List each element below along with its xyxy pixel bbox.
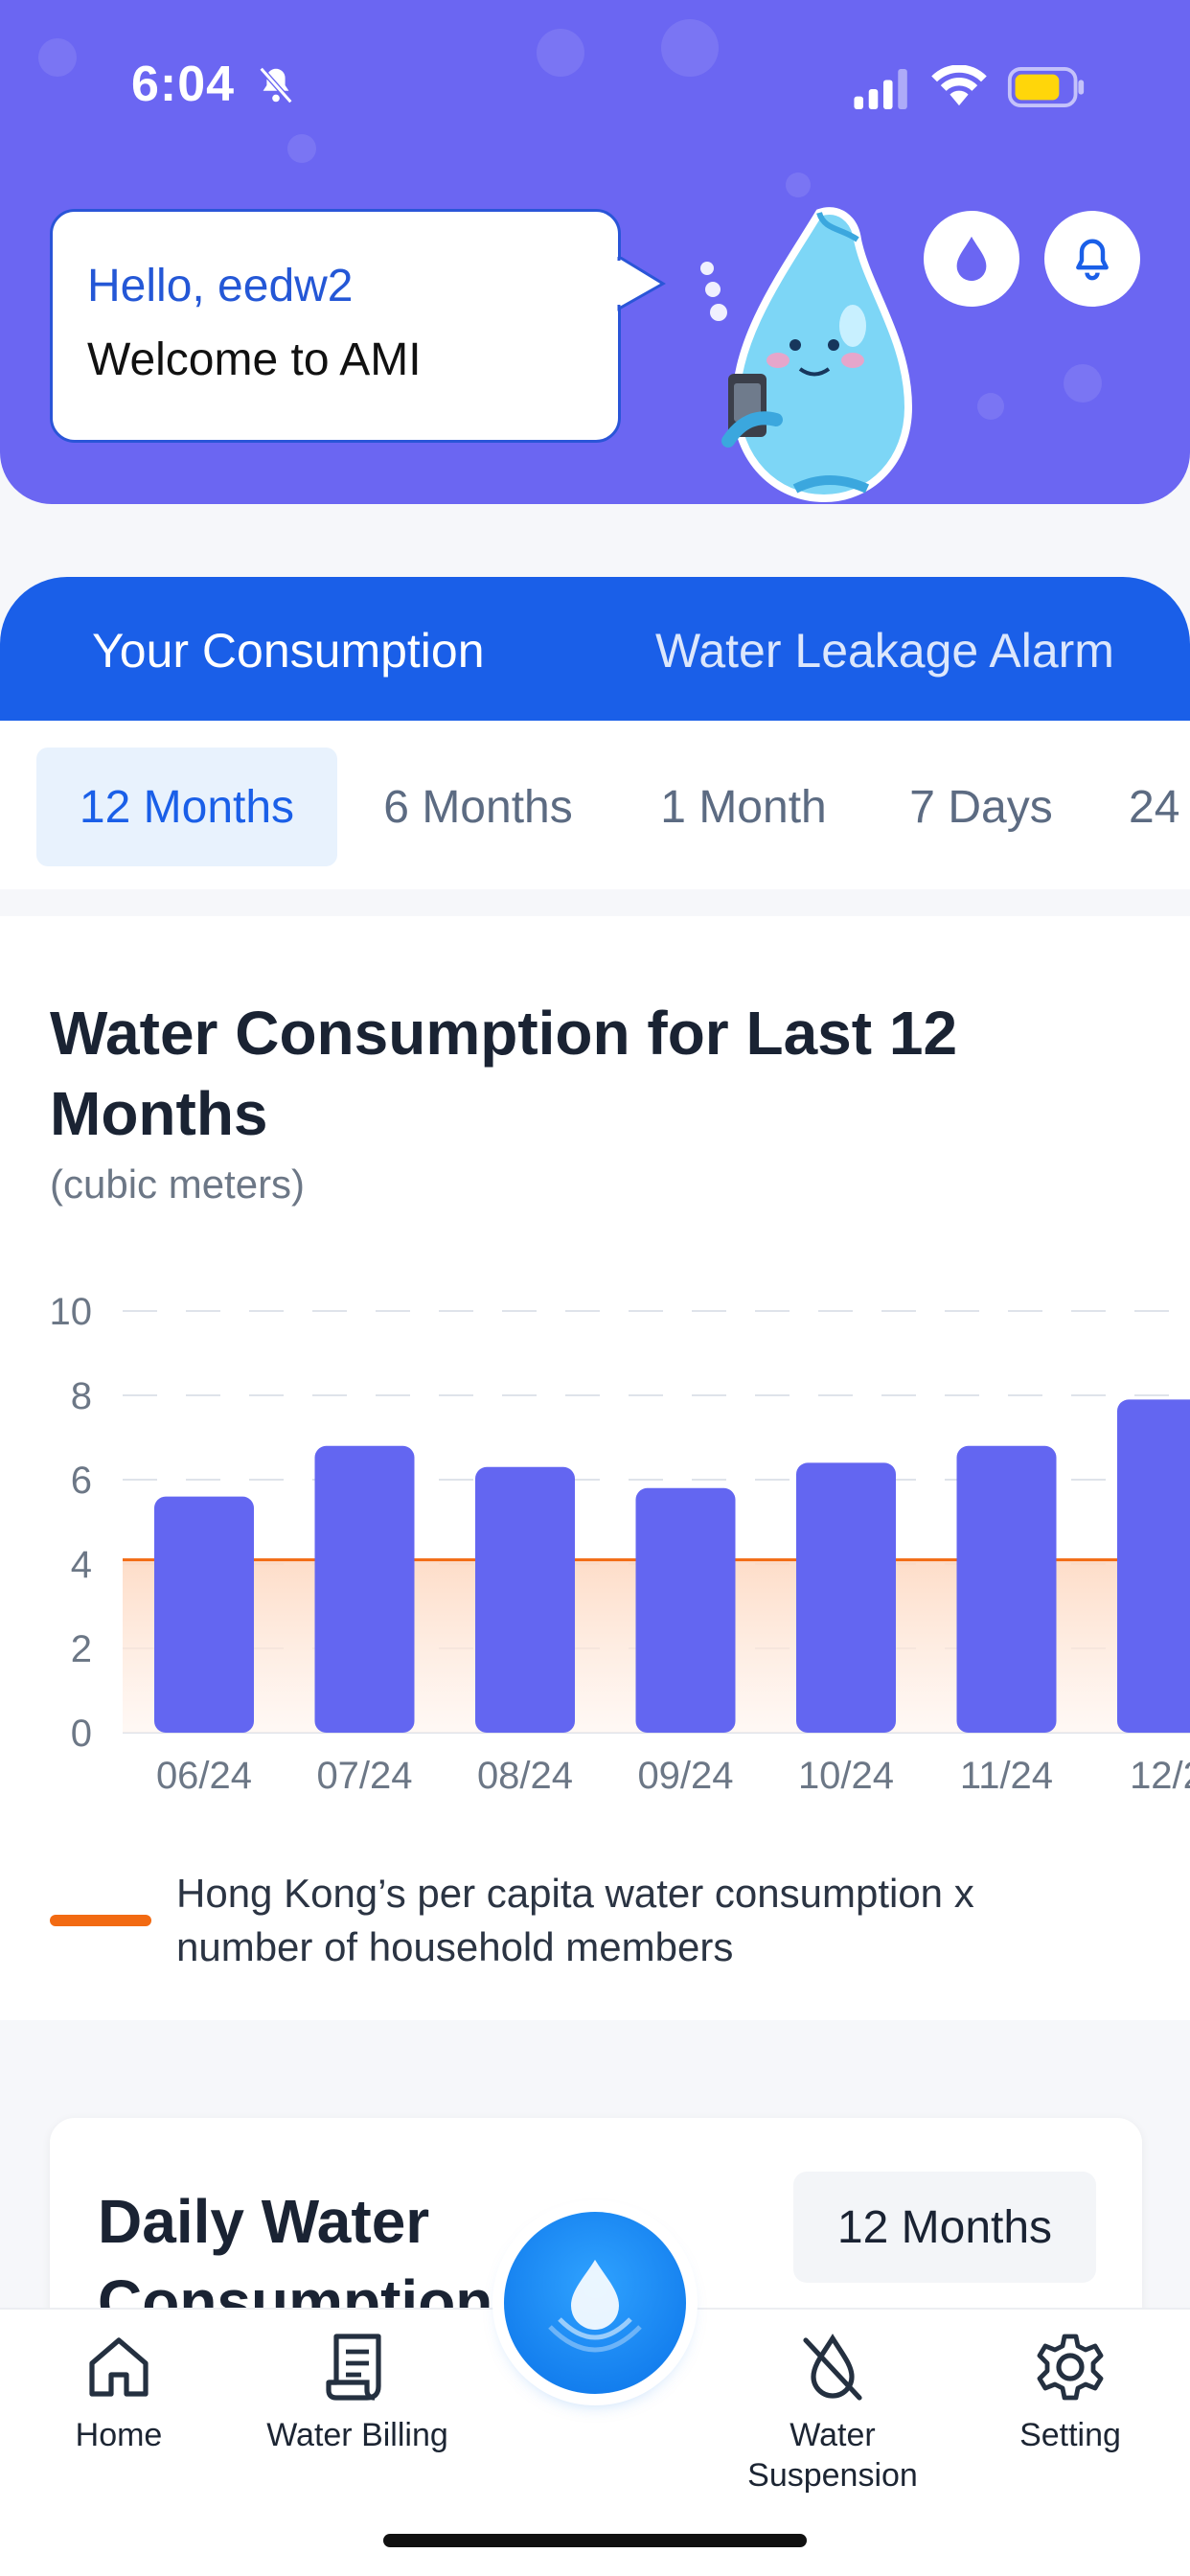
x-tick-label: 06/24 — [156, 1755, 252, 1797]
tab-water-leakage-alarm[interactable]: Water Leakage Alarm — [655, 624, 1114, 678]
water-drop-icon — [956, 236, 987, 282]
home-icon — [89, 2337, 149, 2397]
bubble-tail — [617, 257, 666, 311]
x-tick-label: 07/24 — [316, 1755, 412, 1797]
bubble-decoration — [287, 134, 316, 163]
nav-billing-label: Water Billing — [266, 2417, 448, 2453]
chart-bar — [1117, 1399, 1190, 1733]
chart-bar — [154, 1496, 254, 1733]
daily-period-select[interactable]: 12 Months — [793, 2172, 1096, 2283]
bubble-decoration — [661, 19, 719, 77]
status-time: 6:04 — [131, 57, 236, 112]
x-tick-label: 12/2 — [1130, 1755, 1190, 1797]
greeting-text: Hello, eedw2 — [87, 261, 354, 311]
center-water-button[interactable] — [504, 2212, 686, 2394]
period-24[interactable]: 24 — [1129, 781, 1180, 833]
welcome-text: Welcome to AMI — [87, 334, 422, 385]
battery-icon — [1007, 67, 1085, 107]
chart-unit: (cubic meters) — [50, 1162, 306, 1207]
bubble-decoration — [977, 393, 1004, 420]
chart-bar — [475, 1466, 575, 1733]
nav-suspension-label: Water Suspension — [747, 2417, 918, 2494]
period-7-days[interactable]: 7 Days — [909, 781, 1053, 833]
x-tick-label: 09/24 — [637, 1755, 733, 1797]
y-tick-label: 10 — [50, 1291, 93, 1333]
bubble-decoration — [537, 29, 584, 77]
y-tick-label: 2 — [71, 1628, 92, 1670]
bubble-decoration — [1064, 364, 1102, 402]
chart-bar — [314, 1445, 415, 1733]
period-12-months[interactable]: 12 Months — [36, 748, 337, 866]
y-tick-label: 6 — [71, 1460, 92, 1502]
x-tick-label: 10/24 — [798, 1755, 894, 1797]
water-drop-button[interactable] — [924, 211, 1019, 307]
chart-bar — [635, 1487, 736, 1733]
tab-your-consumption[interactable]: Your Consumption — [92, 624, 485, 678]
notifications-button[interactable] — [1044, 211, 1140, 307]
main-tab-bar: Your Consumption Water Leakage Alarm — [0, 577, 1190, 721]
x-tick-label: 11/24 — [960, 1755, 1053, 1797]
nav-water-suspension[interactable]: Water Suspension — [718, 2329, 948, 2496]
chart-bar — [796, 1462, 896, 1733]
consumption-bar-chart: 0 2 4 6 8 10 06/24 07/24 08/24 09/24 10/24 11/24 12/… — [50, 1291, 1190, 1797]
x-tick-label: 08/24 — [477, 1755, 573, 1797]
y-tick-label: 0 — [71, 1713, 92, 1755]
gear-icon — [1037, 2334, 1104, 2401]
nav-home[interactable]: Home — [4, 2329, 234, 2455]
consumption-chart-card: Water Consumption for Last 12 Months (cu… — [0, 916, 1190, 2020]
nav-setting-label: Setting — [1019, 2417, 1121, 2453]
y-tick-label: 8 — [71, 1375, 92, 1417]
bubble-decoration — [38, 38, 77, 77]
greeting-bubble: Hello, eedw2 Welcome to AMI — [50, 209, 621, 443]
legend-reference-swatch — [50, 1915, 151, 1926]
water-drop-icon — [548, 2260, 642, 2353]
wifi-icon — [931, 65, 987, 106]
nav-setting[interactable]: Setting — [955, 2329, 1185, 2455]
cellular-signal-icon — [854, 69, 907, 109]
home-indicator — [383, 2534, 807, 2547]
water-drop-mascot — [700, 207, 913, 503]
period-1-month[interactable]: 1 Month — [660, 781, 827, 833]
chart-bar — [956, 1445, 1057, 1733]
nav-home-label: Home — [75, 2417, 163, 2453]
bubble-decoration — [786, 172, 811, 197]
bell-muted-icon — [259, 66, 293, 104]
receipt-icon — [326, 2334, 381, 2401]
drop-off-icon — [803, 2334, 862, 2401]
y-tick-label: 4 — [71, 1544, 92, 1586]
chart-title: Water Consumption for Last 12 Months — [50, 999, 958, 1148]
period-selector: 12 Months 6 Months 1 Month 7 Days 24 — [0, 721, 1190, 889]
bell-icon — [1076, 239, 1109, 281]
nav-water-billing[interactable]: Water Billing — [242, 2329, 472, 2455]
period-6-months[interactable]: 6 Months — [383, 781, 573, 833]
legend-reference-label: Hong Kong’s per capita water consumption… — [176, 1871, 974, 1969]
